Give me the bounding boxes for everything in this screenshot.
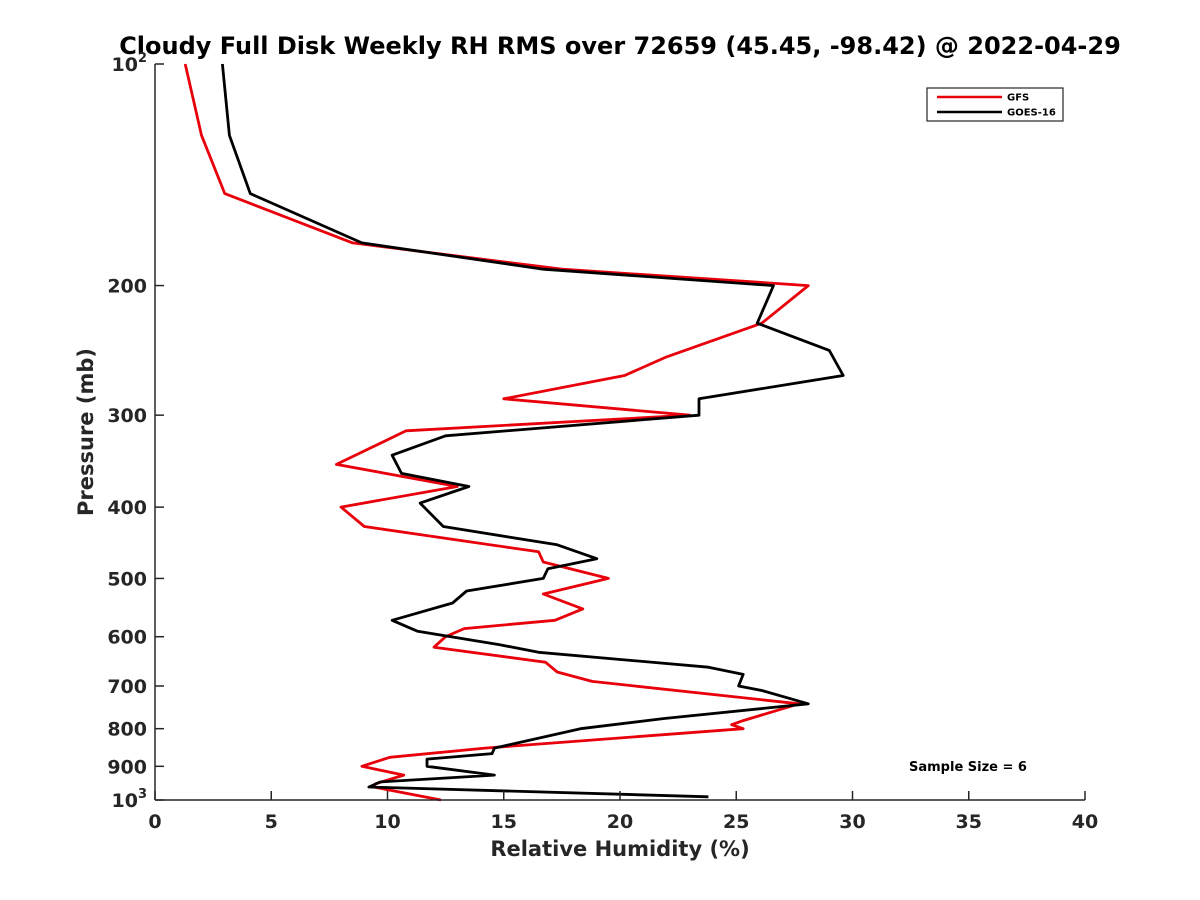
legend: GFS GOES-16 bbox=[926, 87, 1064, 122]
y-axis-ticks: 102 200 300 400 500 600 700 800 900 103 bbox=[107, 51, 164, 812]
x-axis-ticks: 0 5 10 15 20 25 30 35 40 bbox=[148, 791, 1098, 833]
legend-items: GFS GOES-16 bbox=[937, 93, 1056, 119]
x-tick-label: 15 bbox=[491, 811, 517, 833]
legend-label-goes-16: GOES-16 bbox=[1007, 108, 1056, 119]
y-tick-label: 300 bbox=[107, 405, 147, 427]
x-tick-label: 5 bbox=[265, 811, 278, 833]
y-tick-label: 102 bbox=[112, 51, 148, 76]
x-tick-label: 40 bbox=[1072, 811, 1098, 833]
sample-size-annotation: Sample Size = 6 bbox=[909, 760, 1027, 775]
y-tick-label: 700 bbox=[107, 676, 147, 698]
series-line-goes-16 bbox=[221, 63, 845, 799]
x-tick-label: 0 bbox=[148, 811, 161, 833]
legend-box bbox=[926, 87, 1064, 122]
y-tick-label: 900 bbox=[107, 756, 147, 778]
y-axis-label: Pressure (mb) bbox=[74, 348, 98, 516]
series-layer bbox=[183, 63, 845, 802]
x-tick-label: 30 bbox=[839, 811, 865, 833]
chart-title: Cloudy Full Disk Weekly RH RMS over 7265… bbox=[119, 32, 1121, 60]
y-tick-label: 103 bbox=[112, 787, 148, 812]
y-tick-label: 600 bbox=[107, 627, 147, 649]
y-tick-label: 500 bbox=[107, 568, 147, 590]
x-tick-label: 10 bbox=[374, 811, 400, 833]
legend-label-gfs: GFS bbox=[1007, 93, 1029, 104]
x-tick-label: 20 bbox=[607, 811, 633, 833]
y-tick-label: 200 bbox=[107, 276, 147, 298]
x-tick-label: 35 bbox=[956, 811, 982, 833]
series-line-gfs bbox=[183, 63, 810, 802]
x-axis-label: Relative Humidity (%) bbox=[490, 837, 749, 861]
y-tick-label: 400 bbox=[107, 497, 147, 519]
x-tick-label: 25 bbox=[723, 811, 749, 833]
y-tick-label: 800 bbox=[107, 719, 147, 741]
plot-area: 0 5 10 15 20 25 30 35 40 102 200 300 400 500 600 700 80… bbox=[107, 51, 1098, 833]
